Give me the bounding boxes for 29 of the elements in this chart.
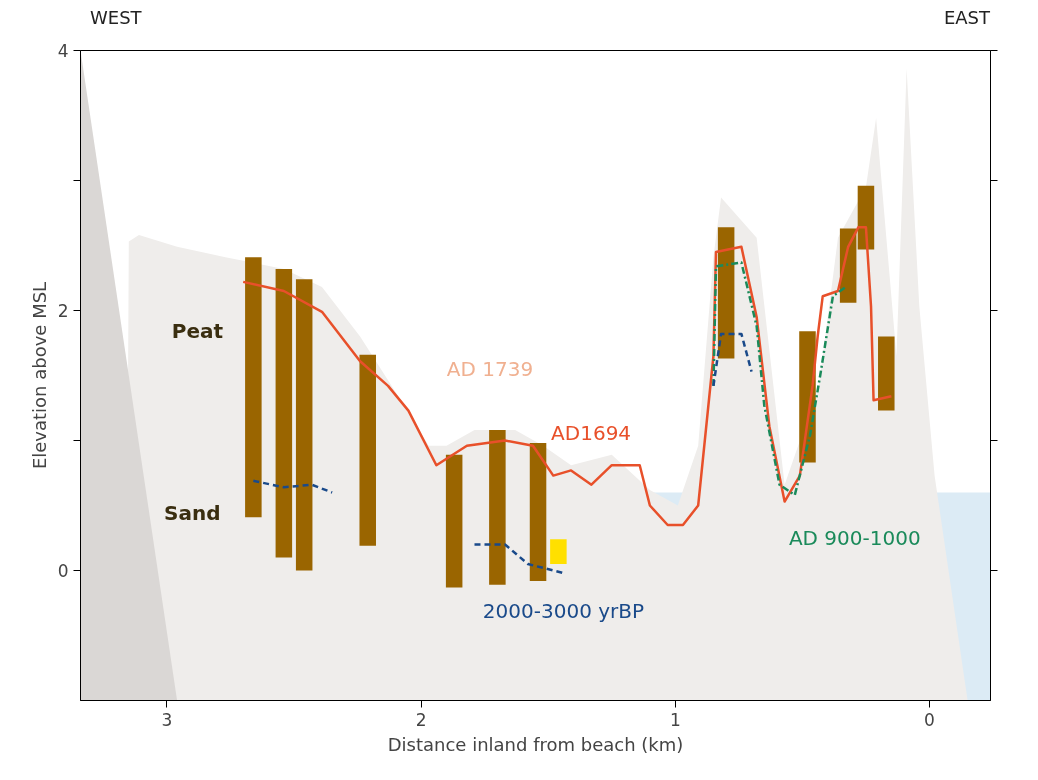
bar <box>245 257 262 518</box>
y-axis-title: Elevation above MSL <box>28 281 50 470</box>
y-tick-label: 2 <box>57 301 69 321</box>
y-tick-label: 4 <box>57 41 69 61</box>
x-tick-label: 3 <box>161 709 173 730</box>
annotation: AD 900-1000 <box>788 526 921 551</box>
annotation: 2000-3000 yrBP <box>482 599 645 624</box>
x-tick-label: 0 <box>924 709 935 730</box>
bar <box>359 354 376 546</box>
bar <box>295 279 313 571</box>
annotation: Peat <box>171 319 224 343</box>
annotation: AD 1739 <box>446 356 534 381</box>
annotation: AD1694 <box>551 421 632 446</box>
text: WEST <box>90 6 142 30</box>
annotation: Sand <box>164 501 221 525</box>
bar <box>717 227 735 359</box>
bar <box>878 336 895 411</box>
line-series <box>241 226 893 527</box>
y-tick-label: 0 <box>57 561 69 581</box>
bar <box>550 539 567 564</box>
bar <box>489 430 506 585</box>
bar <box>445 454 463 588</box>
bar <box>529 443 547 581</box>
x-tick-label: 2 <box>415 709 427 730</box>
bar <box>275 268 293 558</box>
line-series <box>712 261 847 497</box>
x-tick-label: 1 <box>669 709 681 730</box>
text: EAST <box>943 6 990 30</box>
x-axis-title: Distance inland from beach (km) <box>387 733 684 755</box>
